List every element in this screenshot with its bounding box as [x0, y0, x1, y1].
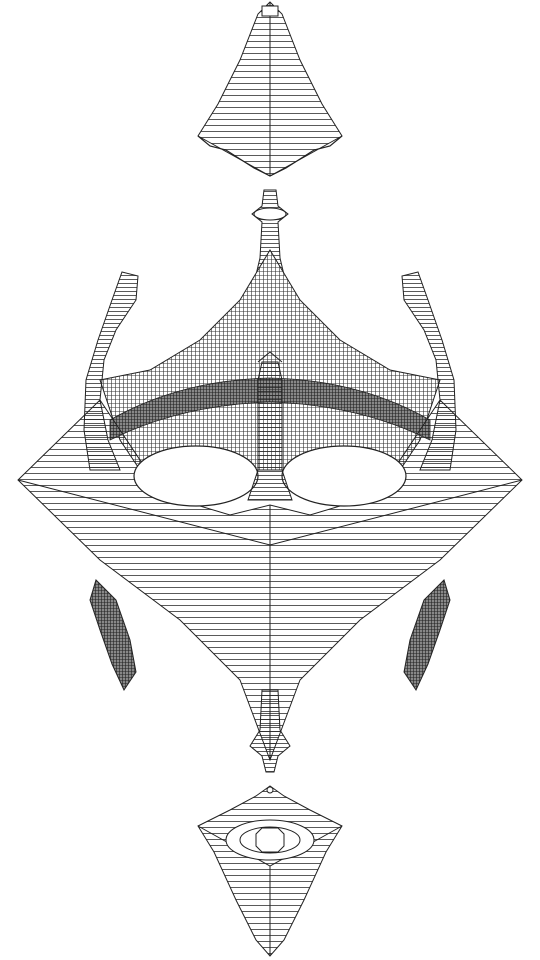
left-oval-hole	[133, 445, 259, 507]
left-lower-horn	[89, 579, 137, 692]
right-oval-hole	[281, 445, 407, 507]
center-pillar	[247, 351, 293, 501]
top-pyramid	[197, 1, 343, 177]
lower-spire	[249, 689, 291, 773]
right-lower-horn	[403, 579, 451, 692]
bottom-pyramid	[197, 785, 343, 957]
